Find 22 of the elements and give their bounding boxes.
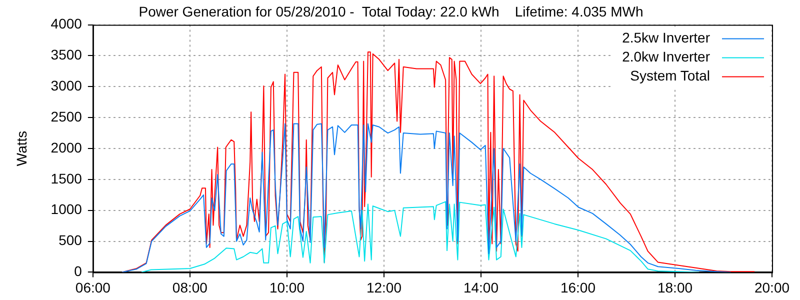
legend-label: 2.0kw Inverter <box>622 48 710 65</box>
legend-label: System Total <box>630 68 710 84</box>
y-axis-title: Watts <box>13 130 30 166</box>
x-tick-label: 14:00 <box>463 279 499 296</box>
y-tick-label: 4000 <box>50 16 82 32</box>
y-tick-label: 2000 <box>50 139 82 156</box>
chart-title: Power Generation for 05/28/2010 - Total Today: 22.0 kWh Lifetime: 4.035 MWh <box>138 3 644 20</box>
x-tick-label: 20:00 <box>754 279 790 296</box>
x-tick-label: 06:00 <box>75 279 111 296</box>
y-tick-label: 2500 <box>50 108 82 124</box>
y-tick-label: 3500 <box>50 46 82 63</box>
y-tick-label: 3000 <box>50 78 82 94</box>
x-tick-label: 16:00 <box>560 279 596 296</box>
y-tick-label: 500 <box>58 232 82 248</box>
legend-label: 2.5kw Inverter <box>622 30 710 46</box>
y-tick-label: 1500 <box>50 170 82 186</box>
y-tick-label: 0 <box>74 263 82 280</box>
x-tick-label: 08:00 <box>172 279 208 296</box>
y-tick-label: 1000 <box>50 201 82 218</box>
x-tick-label: 18:00 <box>657 279 693 296</box>
x-tick-label: 12:00 <box>366 279 402 296</box>
x-tick-label: 10:00 <box>269 279 305 296</box>
